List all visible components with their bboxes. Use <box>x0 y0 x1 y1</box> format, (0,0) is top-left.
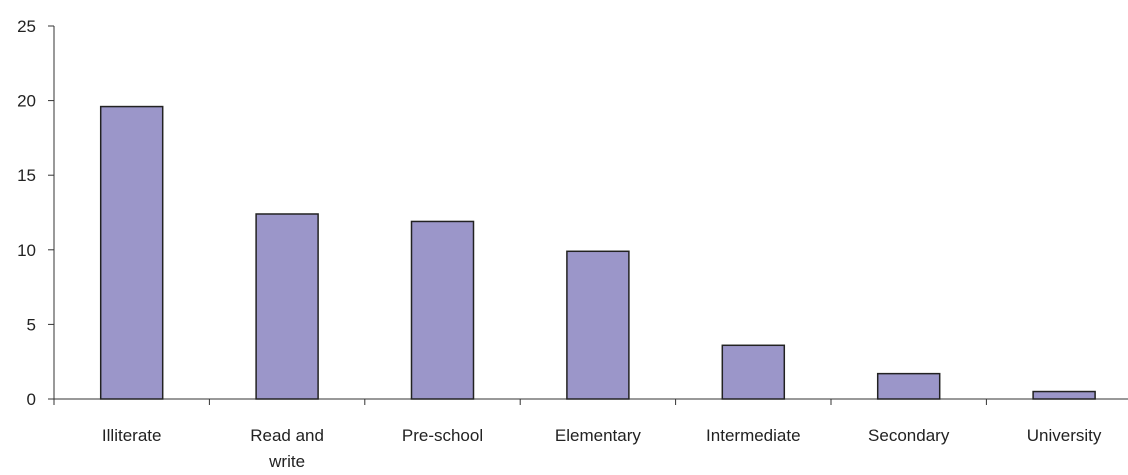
bar <box>255 213 319 400</box>
bar <box>721 344 786 400</box>
x-category-label-line: Read and <box>250 426 324 445</box>
x-category-label: Read and write <box>250 426 324 471</box>
y-tick-label: 10 <box>17 241 36 260</box>
x-category-label-line: Illiterate <box>102 426 162 445</box>
bars <box>99 105 1096 400</box>
y-tick-label: 15 <box>17 166 36 185</box>
x-category-label: Elementary <box>555 426 641 445</box>
y-tick-label: 5 <box>27 315 36 334</box>
x-category-label-line: Elementary <box>555 426 641 445</box>
x-category-label: Illiterate <box>102 426 162 445</box>
x-category-label-line: Pre-school <box>402 426 483 445</box>
y-tick-label: 20 <box>17 92 36 111</box>
x-category-label-line: Intermediate <box>706 426 801 445</box>
x-category-label-line: Secondary <box>868 426 950 445</box>
x-category-label-line: write <box>268 452 305 471</box>
bar <box>1032 390 1096 400</box>
bar <box>566 250 630 400</box>
x-category-label-line: University <box>1027 426 1102 445</box>
x-category-label: Intermediate <box>706 426 801 445</box>
bar <box>876 372 941 400</box>
bar <box>99 105 164 400</box>
category-labels: Illiterate Read and write Pre-school Element… <box>102 426 1102 471</box>
x-category-label: Secondary <box>868 426 950 445</box>
x-category-label: Pre-school <box>402 426 483 445</box>
y-tick-label: 25 <box>17 17 36 36</box>
x-category-label: University <box>1027 426 1102 445</box>
bar <box>410 220 475 400</box>
x-axis <box>53 398 1128 405</box>
y-axis: 0 5 10 15 20 25 <box>17 17 55 409</box>
y-tick-label: 0 <box>27 390 36 409</box>
